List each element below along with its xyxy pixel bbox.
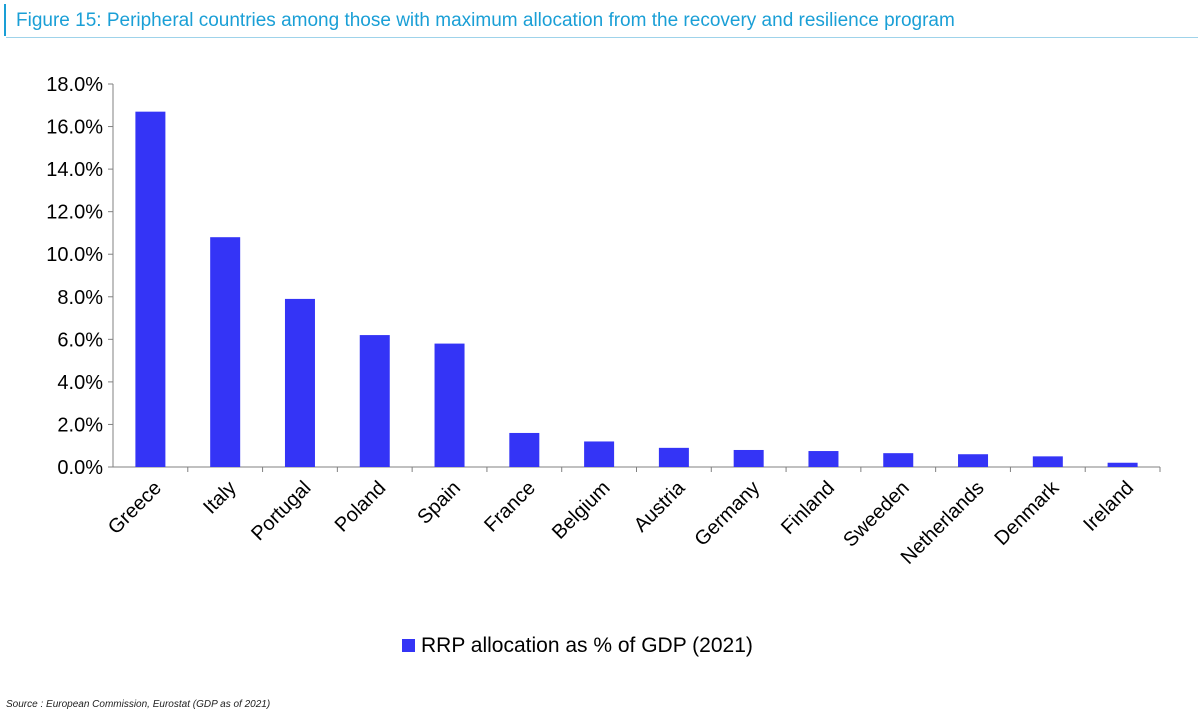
bar-denmark [1032, 456, 1063, 467]
legend-label: RRP allocation as % of GDP (2021) [421, 634, 753, 657]
bar-austria [658, 447, 689, 467]
figure-title: Figure 15: Peripheral countries among th… [16, 10, 955, 31]
x-tick-label: France [480, 477, 540, 537]
x-tick-label: Germany [690, 477, 764, 551]
y-tick-label: 2.0% [57, 414, 103, 436]
y-tick-label: 4.0% [57, 372, 103, 394]
bar-greece [135, 111, 166, 468]
bar-poland [359, 335, 390, 467]
x-tick-label: Austria [630, 476, 690, 536]
bar-germany [733, 449, 764, 467]
title-bar: Figure 15: Peripheral countries among th… [4, 4, 1198, 38]
x-tick-label: Ireland [1079, 477, 1138, 536]
bar-belgium [584, 441, 615, 467]
legend-swatch [402, 639, 415, 652]
x-tick-label: Italy [199, 477, 240, 518]
title-underline [6, 37, 1198, 38]
bar-finland [808, 451, 839, 467]
y-tick-label: 0.0% [57, 457, 103, 479]
x-tick-label: Greece [104, 477, 166, 539]
y-tick-label: 12.0% [46, 202, 103, 224]
y-tick-label: 8.0% [57, 287, 103, 309]
y-tick-label: 6.0% [57, 329, 103, 351]
y-tick-label: 14.0% [46, 159, 103, 181]
y-tick-label: 16.0% [46, 117, 103, 139]
bar-sweeden [883, 453, 914, 467]
x-tick-label: Poland [331, 477, 391, 537]
x-tick-label: Finland [777, 477, 839, 539]
x-tick-label: Portugal [247, 477, 315, 545]
bar-spain [434, 343, 465, 467]
bar-netherlands [958, 454, 989, 467]
x-tick-label: Spain [413, 477, 465, 529]
x-tick-label: Denmark [990, 476, 1064, 550]
source-note: Source : European Commission, Eurostat (… [6, 699, 271, 710]
bar-italy [210, 237, 241, 467]
y-tick-label: 10.0% [46, 244, 103, 266]
bar-portugal [284, 298, 315, 467]
bar-france [509, 432, 540, 467]
x-tick-label: Belgium [548, 477, 615, 544]
y-tick-label: 18.0% [46, 74, 103, 96]
bar-ireland [1107, 462, 1138, 467]
x-tick-label: Sweeden [839, 477, 914, 552]
